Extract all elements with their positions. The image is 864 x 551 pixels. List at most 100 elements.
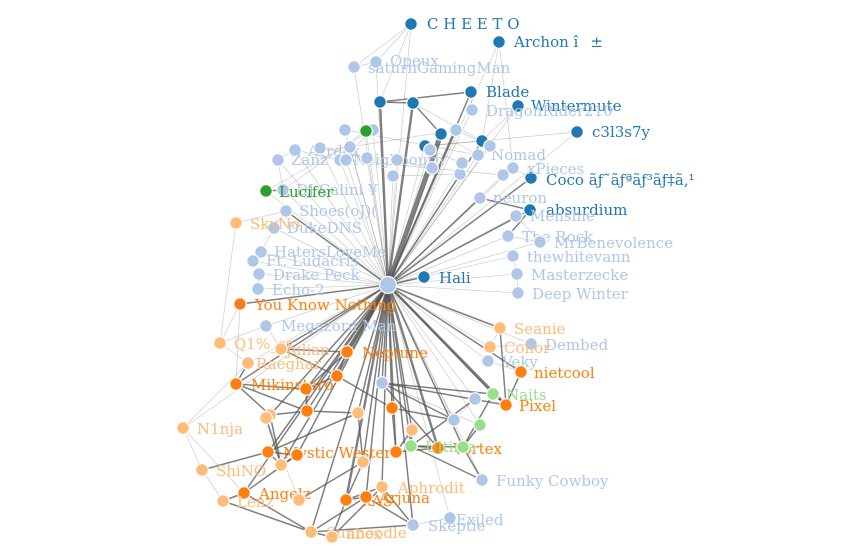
node-circle[interactable]	[213, 336, 227, 350]
node-circle[interactable]	[233, 297, 247, 311]
node-circle[interactable]	[492, 35, 506, 49]
node-circle[interactable]	[279, 204, 293, 218]
node-circle[interactable]	[304, 525, 318, 539]
node-circle[interactable]	[481, 354, 495, 368]
node-dembed[interactable]: Dembed	[524, 336, 609, 354]
graph-node[interactable]	[447, 413, 461, 427]
node-circle[interactable]	[343, 140, 357, 154]
node-circle[interactable]	[404, 17, 418, 31]
node-circle[interactable]	[356, 455, 370, 469]
node-circle[interactable]	[216, 494, 230, 508]
node-xpieces[interactable]: xPieces	[506, 160, 585, 178]
node-masterzecke[interactable]: Masterzecke	[510, 266, 629, 284]
node-mikinstero[interactable]: Mikinstero	[229, 376, 334, 394]
node-circle[interactable]	[456, 440, 470, 454]
node-circle[interactable]	[449, 123, 463, 137]
graph-node[interactable]	[378, 275, 398, 295]
node-circle[interactable]	[252, 267, 266, 281]
node-nietcool[interactable]: nietcool	[514, 364, 595, 382]
node-circle[interactable]	[347, 60, 361, 74]
graph-node[interactable]	[360, 151, 374, 165]
node-circle[interactable]	[471, 148, 485, 162]
node-echo-2[interactable]: Echo-2	[251, 281, 325, 299]
node-circle[interactable]	[389, 445, 403, 459]
graph-node[interactable]	[299, 382, 313, 396]
node-circle[interactable]	[359, 490, 373, 504]
node-shino[interactable]: ShiNO	[195, 462, 266, 480]
node-circle[interactable]	[195, 463, 209, 477]
node-skeptie[interactable]: Skeptie	[406, 517, 486, 535]
node-lucifer[interactable]: Lucifer	[259, 183, 335, 201]
node-raeghar[interactable]: Raeghar	[241, 355, 322, 373]
node-neuron[interactable]: neuron	[473, 189, 548, 207]
node-archon[interactable]: Archon î±	[492, 33, 603, 51]
node-circle[interactable]	[417, 270, 431, 284]
node-megazord-man[interactable]: Megazord Man	[259, 317, 397, 335]
graph-node[interactable]	[496, 168, 510, 182]
graph-node[interactable]	[385, 401, 399, 415]
node-circle[interactable]	[447, 413, 461, 427]
node-deep-winter[interactable]: Deep Winter	[511, 285, 629, 303]
node-circle[interactable]	[405, 423, 419, 437]
graph-node[interactable]	[386, 169, 400, 183]
node-c3l3s7y[interactable]: c3l3s7y	[570, 123, 651, 141]
node-naits[interactable]: Naits	[486, 386, 547, 404]
node-menshie[interactable]: Menshie	[509, 207, 595, 225]
node-circle[interactable]	[274, 458, 288, 472]
node-circle[interactable]	[375, 376, 389, 390]
node-dukedns[interactable]: DukeDNS	[267, 219, 362, 237]
node-circle[interactable]	[506, 249, 520, 263]
node-circle[interactable]	[300, 404, 314, 418]
node-circle[interactable]	[237, 486, 251, 500]
node-circle[interactable]	[259, 411, 273, 425]
node-mrbenevolence[interactable]: MrBenevolence	[533, 234, 674, 252]
node-circle[interactable]	[511, 286, 525, 300]
node-blade[interactable]: Blade	[464, 83, 530, 101]
node-aphrodit[interactable]: Aphrodit	[375, 479, 465, 497]
node-circle[interactable]	[524, 171, 538, 185]
node-circle[interactable]	[271, 153, 285, 167]
node-circle[interactable]	[431, 441, 445, 455]
node-circle[interactable]	[246, 254, 260, 268]
node-circle[interactable]	[404, 439, 418, 453]
node-circle[interactable]	[276, 183, 290, 197]
node-skyno[interactable]: SkyNo	[229, 215, 300, 233]
node-conor[interactable]: Conor	[483, 339, 551, 357]
graph-node[interactable]	[290, 448, 304, 462]
graph-node[interactable]	[483, 139, 497, 153]
node-mystic-western[interactable]: Mystic Western	[261, 444, 402, 462]
node-shoes-oj[interactable]: Shoes(oJ)(	[279, 202, 377, 220]
node-circle[interactable]	[267, 221, 281, 235]
node-circle[interactable]	[455, 156, 469, 170]
node-circle[interactable]	[524, 337, 538, 351]
node-circle[interactable]	[493, 321, 507, 335]
node-circle[interactable]	[261, 445, 275, 459]
node-circle[interactable]	[425, 161, 439, 175]
node-veky[interactable]: Veky	[481, 353, 539, 371]
node-thewhitevann[interactable]: thewhitevann	[506, 248, 631, 266]
node-circle[interactable]	[423, 143, 437, 157]
node-circle[interactable]	[325, 530, 339, 544]
node-circle[interactable]	[369, 55, 383, 69]
node-arjuna[interactable]: Arjuna	[359, 489, 430, 507]
graph-node[interactable]	[456, 440, 470, 454]
node-opeux[interactable]: Opeux	[369, 52, 440, 70]
node-seanie[interactable]: Seanie	[493, 320, 566, 338]
node-circle[interactable]	[406, 518, 420, 532]
node-pixel[interactable]: Pixel	[499, 397, 557, 415]
node-dragonrider210[interactable]: DragonRider210	[465, 102, 613, 120]
graph-node[interactable]	[300, 404, 314, 418]
node-hatersloveme[interactable]: HatersLoveMe	[254, 243, 387, 261]
node-lenz[interactable]: Lenz	[216, 493, 274, 511]
node-circle[interactable]	[338, 123, 352, 137]
node-circle[interactable]	[378, 275, 398, 295]
node-hali[interactable]: Hali	[417, 269, 471, 287]
graph-node[interactable]	[389, 445, 403, 459]
graph-node[interactable]	[390, 153, 404, 167]
node-circle[interactable]	[290, 448, 304, 462]
node-circle[interactable]	[514, 365, 528, 379]
node-circle[interactable]	[340, 345, 354, 359]
node-circle[interactable]	[475, 473, 489, 487]
node-circle[interactable]	[259, 184, 273, 198]
node-circle[interactable]	[274, 342, 288, 356]
